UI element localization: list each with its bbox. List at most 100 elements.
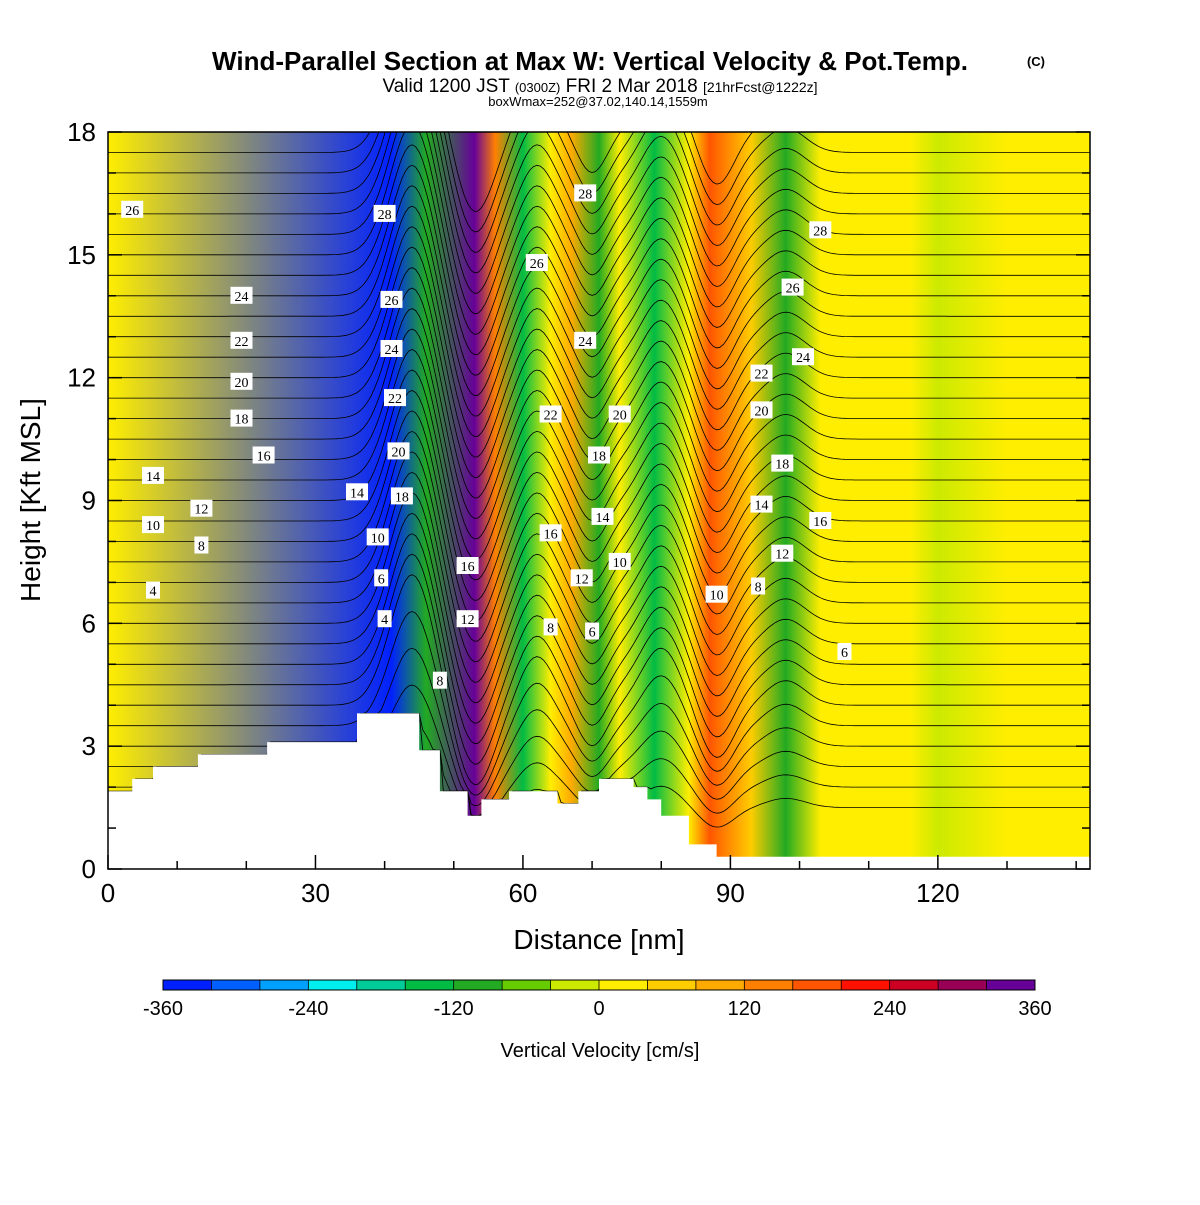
theta-contour-line [108,132,1090,274]
contour-label-text: 6 [589,626,596,641]
contour-label-text: 12 [194,503,208,518]
colorbar-tick-label: 240 [873,998,906,1020]
contour-label-text: 4 [381,613,388,628]
contour-label: 22 [230,331,253,350]
theta-contour-line [108,132,1090,253]
contour-label-text: 28 [578,187,592,202]
contour-label: 22 [539,405,562,424]
theta-contour-line [108,410,1090,622]
contour-label: 16 [456,557,479,575]
theta-contour-line [108,390,1090,601]
contour-label: 14 [591,507,614,526]
colorbar-swatch [986,980,1036,990]
contour-label: 4 [146,581,160,600]
theta-contour-line [108,492,1090,704]
contour-label-text: 20 [392,445,406,460]
contour-label-text: 10 [710,589,724,604]
contour-label: 24 [380,340,403,358]
contour-label: 20 [387,442,410,460]
contour-label: 16 [252,446,275,465]
contour-label-text: 24 [796,351,810,366]
box-info: boxWmax=252@37.02,140.14,1559m [488,94,708,109]
colorbar-tick-label: 0 [593,998,604,1020]
contour-label: 14 [750,495,773,514]
contour-label-text: 28 [378,208,392,223]
colorbar-swatch [792,980,842,990]
contour-label-text: 8 [436,675,443,690]
valid-time: Valid 1200 JST [382,76,510,97]
contour-label: 4 [377,610,392,628]
contour-label-text: 22 [544,409,558,424]
x-tick-label: 0 [101,878,115,908]
colorbar-swatch [550,980,600,990]
contour-label: 6 [374,569,389,587]
contour-label: 12 [771,544,794,563]
contour-label-text: 14 [146,470,160,485]
theta-contour-line [108,308,1090,519]
contour-label-text: 8 [198,540,205,555]
y-tick-label: 6 [82,608,96,638]
colorbar-swatch [938,980,987,990]
chart-subtitle: Valid 1200 JST (0300Z) FRI 2 Mar 2018 [2… [382,76,817,97]
contour-label-text: 24 [578,335,592,350]
contour-label: 16 [809,512,832,530]
theta-contour-line [108,132,1090,294]
valid-date: FRI 2 Mar 2018 [566,76,698,97]
contour-label: 18 [771,454,794,473]
contour-label: 22 [750,364,773,383]
colorbar-swatch [695,980,745,990]
y-tick-label: 0 [82,854,96,884]
y-tick-label: 9 [82,486,96,516]
contour-label: 24 [792,348,814,366]
contour-label-text: 12 [575,572,589,587]
contour-label-text: 20 [235,376,249,391]
colorbar-swatch [453,980,503,990]
colorbar-swatch [356,980,406,990]
theta-contour-line [108,553,1090,765]
contour-label: 24 [230,286,253,305]
contour-label: 6 [585,622,600,641]
contour-label-text: 28 [813,224,827,239]
contour-label-text: 10 [613,556,627,571]
colorbar-swatch [599,980,648,990]
colorbar-ticks: -360 -240 -120 0 120 240 360 [143,998,1052,1020]
x-tick-label: 90 [716,878,745,908]
contour-label-text: 18 [395,490,409,505]
contour-labels: 26 24 22 20 18 16 14 12 10 8 4 28 26 24 22 20 18 14 10 6 4 8 1… [121,184,852,690]
contour-label-text: 22 [388,392,402,407]
contour-label: 6 [837,643,852,661]
contour-label-text: 22 [235,335,249,350]
theta-contour-line [108,430,1090,642]
colorbar-swatch [647,980,697,990]
valid-zulu: (0300Z) [515,80,561,95]
contour-label: 18 [588,446,610,465]
contour-label-text: 14 [350,486,364,501]
contour-label-text: 8 [755,581,762,596]
contour-label-text: 16 [461,560,475,575]
x-tick-label: 30 [301,878,330,908]
contour-label-text: 26 [385,294,399,309]
contour-label-text: 10 [146,519,160,534]
colorbar-tick-label: 360 [1018,998,1051,1020]
contour-label-text: 12 [775,548,789,563]
contour-label: 12 [190,499,213,518]
contour-label-text: 16 [544,527,558,542]
theta-contour-line [108,226,1090,438]
colorbar-tick-label: -240 [288,998,328,1020]
contour-label-text: 20 [613,409,627,424]
contour-label: 14 [346,483,368,501]
colorbar-swatch [744,980,794,990]
theta-contour-line [108,267,1090,479]
contour-label-text: 6 [841,646,848,661]
y-tick-label: 15 [67,240,96,270]
contour-label: 20 [608,405,631,424]
contour-label-text: 14 [596,511,610,526]
theta-contour-line [108,574,1090,786]
y-tick-label: 18 [67,117,96,147]
contour-label: 8 [751,577,766,596]
theta-contour-line [108,132,1090,315]
contour-label: 8 [432,671,447,690]
colorbar [162,979,1036,991]
